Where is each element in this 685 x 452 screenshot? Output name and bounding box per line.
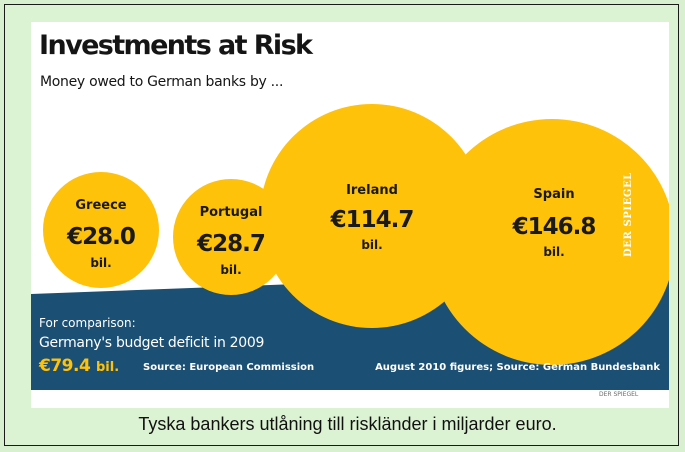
value-label-ireland: €114.7	[330, 207, 414, 233]
chart-subtitle: Money owed to German banks by ...	[40, 74, 284, 90]
category-label-ireland: Ireland	[346, 183, 398, 198]
infographic: Investments at Risk Money owed to German…	[31, 22, 669, 408]
unit-label-ireland: bil.	[361, 238, 382, 252]
source-left: Source: European Commission	[143, 362, 314, 373]
comparison-value: €79.4	[38, 356, 91, 376]
chart-svg: Greece €28.0 bil. Portugal €28.7 bil. Ir…	[31, 104, 669, 390]
unit-label-spain: bil.	[543, 245, 564, 259]
category-label-portugal: Portugal	[200, 205, 263, 220]
comparison-unit: bil.	[96, 360, 119, 375]
category-label-spain: Spain	[533, 187, 574, 202]
category-label-greece: Greece	[75, 198, 126, 213]
spiegel-watermark: DER SPIEGEL	[623, 172, 634, 257]
unit-label-greece: bil.	[90, 256, 111, 270]
bubble-ireland	[260, 104, 484, 328]
unit-label-portugal: bil.	[220, 263, 241, 277]
comparison-label-line2: Germany's budget deficit in 2009	[39, 335, 264, 351]
chart-title: Investments at Risk	[39, 30, 313, 61]
bubble-portugal	[173, 179, 289, 295]
value-label-spain: €146.8	[512, 214, 596, 240]
bubble-spain	[429, 119, 669, 365]
comparison-label-line1: For comparison:	[39, 316, 136, 330]
figure-frame: Investments at Risk Money owed to German…	[4, 4, 679, 446]
footer-credit: DER SPIEGEL	[599, 391, 639, 398]
figure-caption: Tyska bankers utlåning till riskländer i…	[138, 414, 557, 434]
value-label-greece: €28.0	[66, 224, 135, 250]
bubble-greece	[43, 172, 159, 288]
bubbles	[43, 104, 669, 365]
value-label-portugal: €28.7	[196, 231, 265, 257]
source-right: August 2010 figures; Source: German Bund…	[375, 362, 660, 373]
